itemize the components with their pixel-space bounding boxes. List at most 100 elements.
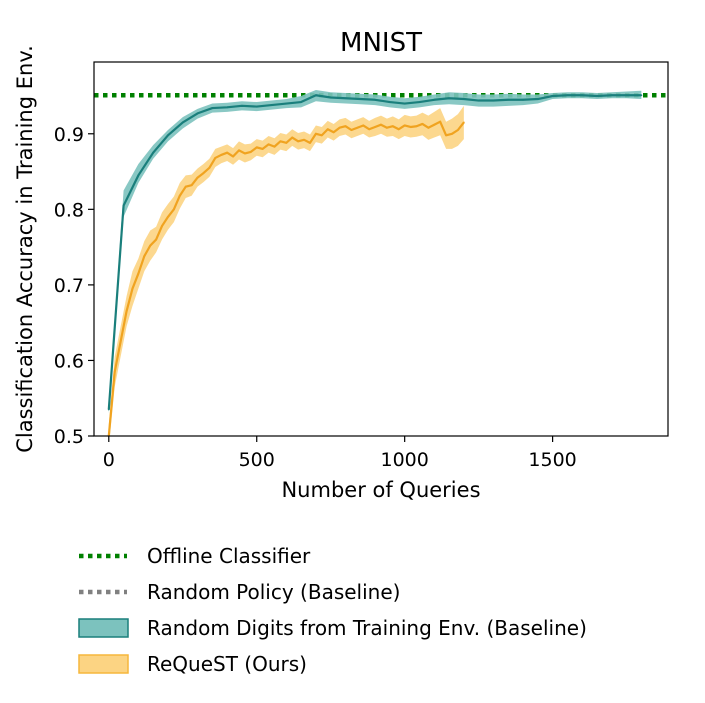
y-tick-label: 0.5 [54,426,84,448]
random-digits-from-training-env-baseline-point [152,151,155,154]
random-digits-from-training-env-baseline-point [107,408,110,411]
y-axis-ticks: 0.5 0.6 0.7 0.8 0.9 [54,124,94,448]
random-digits-from-training-env-baseline-point [344,97,347,100]
request-ours-point [279,140,282,143]
request-ours-point [338,126,341,129]
request-ours-point [439,120,442,123]
request-ours-line [107,120,465,436]
request-ours-point [303,138,305,141]
request-ours-point [243,152,246,155]
request-ours-point [350,129,353,131]
request-ours-point [462,121,465,124]
y-tick-label: 0.8 [54,199,84,221]
y-tick-label: 0.6 [54,350,84,372]
request-ours-point [409,126,412,128]
request-ours-point [457,129,459,131]
random-digits-from-training-env-baseline-point [167,134,169,137]
request-ours-point [326,128,329,131]
request-ours-point [285,141,288,144]
request-ours-point [291,136,294,139]
random-digits-from-training-env-baseline-point [359,98,362,100]
x-tick-label: 500 [239,449,275,471]
random-digits-from-training-env-baseline-point [492,99,495,102]
request-ours-point [232,155,234,158]
x-axis-ticks: 0 500 1000 1500 [103,436,577,471]
request-ours-point [119,340,122,343]
random-digits-from-training-env-baseline-point [241,104,243,107]
random-digits-from-training-env-baseline-point [388,101,391,103]
chart-title: MNIST [340,28,422,58]
request-ours-point [451,132,453,135]
request-ours-point [273,145,276,148]
random-digits-from-training-env-baseline-point [329,96,332,99]
request-ours-point [380,123,382,126]
random-digits-from-training-env-baseline-point [610,94,613,97]
request-ours-point [202,172,205,174]
random-digits-from-training-env-baseline-point [625,94,628,97]
legend-label: Random Digits from Training Env. (Baseli… [147,616,587,640]
request-ours-point [208,166,211,169]
y-tick-label: 0.7 [54,275,84,297]
request-ours-point [362,124,365,127]
request-ours-point [309,141,311,144]
plot-area [94,89,668,436]
legend-label: ReQueST (Ours) [147,652,307,676]
random-digits-from-training-env-baseline-point [181,121,184,124]
random-digits-from-training-env-baseline-point [581,94,584,97]
request-ours-point [214,157,217,159]
legend: Offline Classifier Random Policy (Baselin… [78,544,587,676]
request-ours-point [433,123,436,126]
request-ours-point [184,185,187,188]
x-axis-label: Number of Queries [281,478,480,502]
request-ours-point [125,310,128,313]
y-tick-label: 0.9 [54,124,84,146]
request-ours-point [149,244,152,247]
random-digits-from-training-env-baseline-point [374,98,376,101]
request-ours-point [178,194,181,197]
random-digits-from-training-env-baseline-point [536,98,539,100]
request-ours-point [297,140,300,143]
random-digits-from-training-env-baseline-point [507,98,510,101]
random-digits-from-training-env-baseline-point [211,107,214,109]
x-tick-label: 0 [103,449,115,471]
random-digits-from-training-env-baseline-point [551,95,554,97]
x-tick-label: 1500 [528,449,576,471]
request-ours-point [131,287,134,290]
request-ours-point [238,149,240,152]
request-ours-point [391,125,394,128]
request-ours-point [386,126,388,129]
request-ours-point [421,123,424,125]
axes-frame [93,61,669,437]
random-digits-from-training-env-baseline-point [196,112,199,115]
request-ours-point [445,134,447,137]
request-ours-point [226,151,229,154]
random-digits-from-training-env-baseline-point [122,204,125,207]
legend-swatch [78,618,129,638]
random-digits-from-training-env-baseline-point [522,98,524,101]
random-digits-from-training-env-baseline-point [640,94,643,97]
request-ours-point [137,272,140,275]
request-ours-point [320,134,323,137]
request-ours-point [374,126,376,128]
request-ours-point [332,131,335,134]
request-ours-point [315,132,317,135]
random-digits-from-training-env-baseline-point [137,174,140,177]
legend-swatch [78,654,129,674]
request-ours-point [143,255,146,258]
request-ours-point [255,146,258,149]
random-digits-from-training-env-baseline-point [300,101,303,103]
request-ours-point [249,151,252,153]
request-ours-point [220,154,223,156]
request-ours-point [267,143,270,146]
random-digits-from-training-env-baseline-band [108,89,642,414]
request-ours-point [113,370,116,373]
random-digits-from-training-env-baseline-point [418,101,421,103]
request-ours-point [344,125,347,128]
request-ours-point [415,125,418,128]
request-ours-point [190,184,193,187]
request-ours-point [161,225,163,227]
request-ours-point [356,126,359,129]
random-digits-from-training-env-baseline-point [270,104,273,106]
